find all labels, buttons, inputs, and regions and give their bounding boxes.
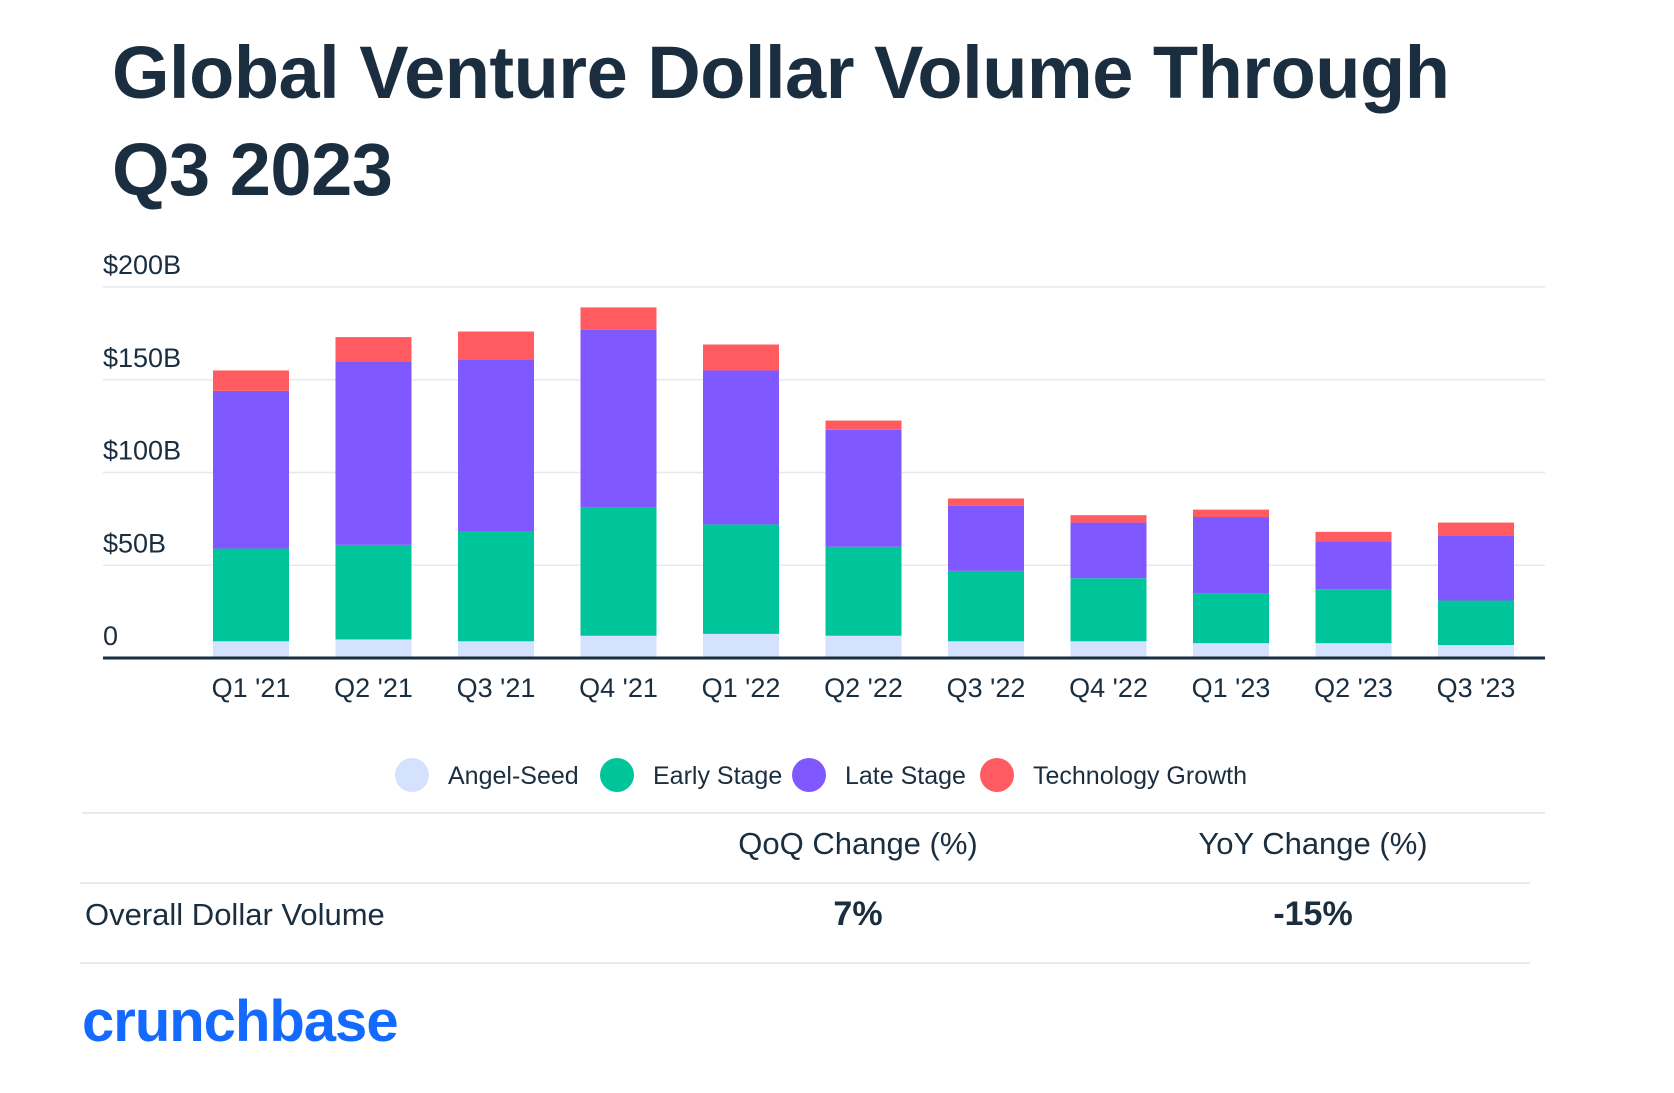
legend-swatch-late-stage xyxy=(792,758,826,792)
bar-angel-seed xyxy=(1438,645,1514,658)
legend-swatch-early-stage xyxy=(600,758,634,792)
y-tick-label: $100B xyxy=(103,436,181,466)
legend-label-late-stage: Late Stage xyxy=(845,762,966,790)
x-tick-label: Q3 '22 xyxy=(947,673,1026,703)
table-header-divider xyxy=(80,882,1530,884)
bar-late-stage xyxy=(580,329,657,508)
overall-dollar-volume-label: Overall Dollar Volume xyxy=(85,897,385,932)
bar-technology-growth xyxy=(1193,509,1269,518)
bar-technology-growth xyxy=(1438,522,1514,536)
x-tick-label: Q1 '23 xyxy=(1192,673,1271,703)
bar-early-stage xyxy=(1315,589,1392,644)
qoq-change-header: QoQ Change (%) xyxy=(738,826,978,861)
x-tick-label: Q4 '21 xyxy=(579,673,658,703)
bar-angel-seed xyxy=(213,641,289,658)
legend-label-early-stage: Early Stage xyxy=(653,762,782,790)
bar-technology-growth xyxy=(825,420,902,430)
bar-angel-seed xyxy=(580,635,657,658)
bar-early-stage xyxy=(1193,593,1269,644)
bar-late-stage xyxy=(1315,541,1392,590)
bar-technology-growth xyxy=(213,370,289,391)
bar-angel-seed xyxy=(703,633,779,658)
bar-late-stage xyxy=(1070,522,1147,579)
yoy-change-header: YoY Change (%) xyxy=(1198,826,1428,861)
bar-late-stage xyxy=(1438,535,1514,601)
bar-technology-growth xyxy=(580,307,657,330)
bar-late-stage xyxy=(825,429,902,547)
bar-early-stage xyxy=(335,544,412,640)
chart-title: Global Venture Dollar Volume Through Q3 … xyxy=(112,31,1450,211)
bar-angel-seed xyxy=(948,641,1024,658)
x-tick-label: Q2 '23 xyxy=(1314,673,1393,703)
bar-late-stage xyxy=(335,361,412,545)
bar-early-stage xyxy=(1438,600,1514,646)
bar-technology-growth xyxy=(1070,515,1147,523)
bar-angel-seed xyxy=(335,639,412,658)
bar-technology-growth xyxy=(458,331,534,360)
bar-technology-growth xyxy=(1315,531,1392,542)
bar-late-stage xyxy=(948,505,1024,571)
legend-swatch-technology-growth xyxy=(980,758,1014,792)
bar-technology-growth xyxy=(948,498,1024,506)
table-bottom-divider xyxy=(80,962,1530,964)
bar-early-stage xyxy=(825,546,902,636)
x-tick-label: Q1 '22 xyxy=(702,673,781,703)
bar-late-stage xyxy=(213,390,289,549)
bar-angel-seed xyxy=(825,635,902,658)
bar-early-stage xyxy=(458,531,534,642)
qoq-change-value: 7% xyxy=(833,895,883,933)
bar-angel-seed xyxy=(458,641,534,658)
x-tick-label: Q1 '21 xyxy=(212,673,291,703)
y-tick-label: $200B xyxy=(103,250,181,280)
y-tick-label: 0 xyxy=(103,621,118,651)
bar-early-stage xyxy=(1070,578,1147,642)
x-tick-label: Q3 '23 xyxy=(1437,673,1516,703)
bar-early-stage xyxy=(213,548,289,642)
bar-late-stage xyxy=(1193,517,1269,594)
yoy-change-value: -15% xyxy=(1273,895,1353,933)
bar-technology-growth xyxy=(703,344,779,371)
bar-early-stage xyxy=(948,570,1024,642)
x-tick-label: Q2 '22 xyxy=(824,673,903,703)
bar-angel-seed xyxy=(1193,643,1269,658)
bar-late-stage xyxy=(703,370,779,525)
legend-label-technology-growth: Technology Growth xyxy=(1033,762,1247,790)
table-top-divider xyxy=(82,812,1545,814)
legend-swatch-angel-seed xyxy=(395,758,429,792)
bar-angel-seed xyxy=(1315,643,1392,658)
bar-early-stage xyxy=(703,524,779,634)
y-tick-label: $50B xyxy=(103,528,166,558)
bar-early-stage xyxy=(580,507,657,636)
y-tick-label: $150B xyxy=(103,343,181,373)
bar-technology-growth xyxy=(335,337,412,362)
bar-late-stage xyxy=(458,359,534,532)
x-tick-label: Q2 '21 xyxy=(334,673,413,703)
x-tick-label: Q3 '21 xyxy=(457,673,536,703)
legend-label-angel-seed: Angel-Seed xyxy=(448,762,579,790)
crunchbase-logo: crunchbase xyxy=(82,989,399,1054)
x-tick-label: Q4 '22 xyxy=(1069,673,1148,703)
bar-angel-seed xyxy=(1070,641,1147,658)
